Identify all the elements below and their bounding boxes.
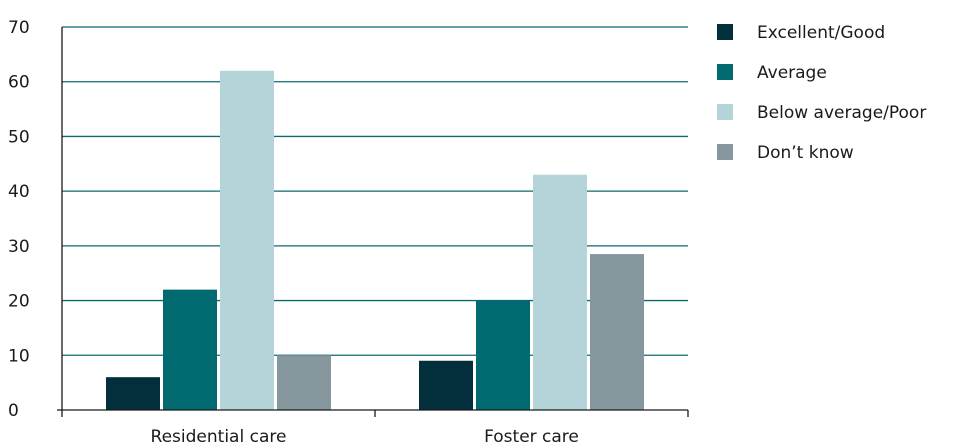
y-tick-label: 40: [8, 182, 30, 202]
y-tick-label: 30: [8, 237, 30, 257]
bar-4-2: [590, 254, 644, 410]
axes: 0 10 20 30 40 50 60 70 Residential care Foster ca…: [8, 18, 689, 447]
bar-2-2: [476, 300, 530, 410]
legend-swatch-3: [717, 104, 733, 120]
bar-3-1: [220, 70, 274, 411]
y-tick-label: 0: [8, 401, 19, 421]
legend-swatch-2: [717, 64, 733, 80]
bars: [106, 70, 644, 411]
legend-swatch-4: [717, 144, 733, 160]
legend-label-1: Excellent/Good: [757, 23, 885, 43]
legend-label-4: Don’t know: [757, 143, 854, 163]
y-tick-label: 60: [8, 73, 30, 93]
legend-label-2: Average: [757, 63, 827, 83]
legend-swatch-1: [717, 24, 733, 40]
category-label: Foster care: [484, 427, 579, 447]
legend: Excellent/Good Average Below average/Poor D…: [717, 23, 926, 163]
category-label: Residential care: [151, 427, 287, 447]
bar-2-1: [163, 289, 217, 410]
bar-3-2: [533, 174, 587, 410]
y-tick-label: 20: [8, 292, 30, 312]
bar-4-1: [277, 355, 331, 410]
y-tick-label: 10: [8, 346, 30, 366]
bar-1-2: [419, 360, 473, 410]
y-tick-label: 50: [8, 127, 30, 147]
bar-1-1: [106, 377, 160, 410]
legend-label-3: Below average/Poor: [757, 103, 926, 123]
y-tick-label: 70: [8, 18, 30, 38]
